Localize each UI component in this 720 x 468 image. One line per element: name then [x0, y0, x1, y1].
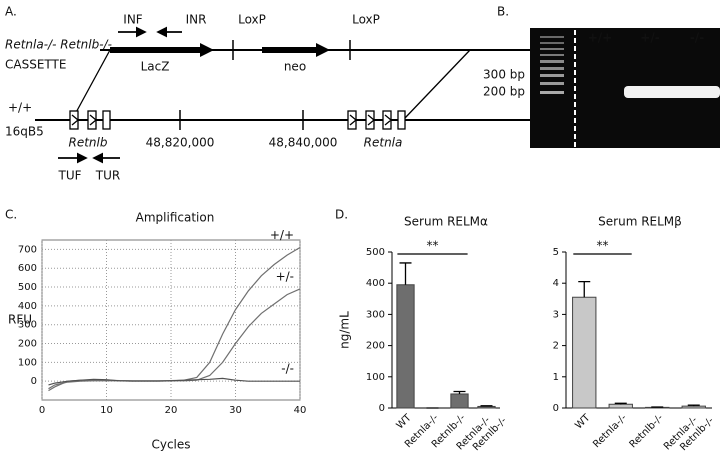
amplification-curve: [48, 288, 301, 390]
x-tick-label: 10: [100, 405, 113, 416]
y-tick-label: 500: [18, 282, 37, 293]
y-axis-label: RFU: [8, 313, 32, 327]
loxp-label: LoxP: [352, 13, 380, 27]
y-tick-label: 100: [18, 357, 37, 368]
x-tick-label: WT: [395, 412, 415, 432]
panel-label: D.: [335, 208, 348, 222]
amplification-curve: [48, 377, 300, 386]
amplification-curve: [48, 246, 301, 392]
y-tick-label: 400: [18, 301, 37, 312]
gene-label: Retnla: [364, 136, 403, 150]
primer-label: INF: [123, 13, 143, 27]
marker-label: 200 bp: [483, 85, 525, 99]
coord-label: 48,840,000: [269, 136, 338, 150]
significance-label: **: [427, 239, 439, 253]
panel-a: A. Retnla-/- Retnlb-/- CASSETTE LacZ neo…: [5, 5, 535, 183]
marker-label: 300 bp: [483, 68, 525, 82]
bar: [681, 405, 706, 409]
genotype-label: Retnla-/- Retnlb-/-: [5, 38, 112, 52]
x-tick-label: Retnlb-/-: [628, 412, 666, 450]
chart-title: Serum RELMβ: [598, 215, 682, 229]
lacz-arrow: [110, 43, 214, 57]
loxp-label: LoxP: [238, 13, 266, 27]
x-tick-label: 40: [294, 405, 307, 416]
x-tick-label: Retnla-/-: [591, 412, 629, 450]
error-bar: [687, 404, 700, 407]
y-tick-label: 200: [366, 341, 385, 352]
bar: [477, 405, 496, 409]
panel-label: C.: [5, 208, 17, 222]
y-tick-label: 300: [18, 320, 37, 331]
primer-label: INR: [186, 13, 207, 27]
y-tick-label: 500: [366, 247, 385, 258]
error-bar: [453, 390, 466, 394]
y-tick-label: 0: [553, 403, 559, 414]
y-tick-label: 2: [553, 341, 559, 352]
chart-title: Serum RELMα: [404, 215, 488, 229]
series-label: +/+: [270, 228, 294, 242]
x-axis-label: Cycles: [151, 438, 190, 452]
panel-label: B.: [497, 5, 509, 19]
bar: [450, 393, 469, 409]
ladder: [540, 36, 564, 94]
y-tick-label: 700: [18, 244, 37, 255]
y-tick-label: 200: [18, 339, 37, 350]
primer-label: TUR: [95, 169, 120, 183]
error-bar: [399, 262, 412, 285]
recombination-line: [72, 49, 111, 119]
y-tick-label: 4: [553, 278, 559, 289]
y-axis-label: ng/mL: [338, 311, 352, 349]
error-bar: [578, 280, 591, 298]
x-tick-label: Retnla-/- Retnlb-/-: [662, 407, 716, 461]
y-tick-label: 100: [366, 372, 385, 383]
lacz-label: LacZ: [141, 60, 170, 74]
chart-title: Amplification: [136, 211, 215, 225]
neo-arrow: [262, 43, 330, 57]
lane-label: -/-: [690, 31, 704, 45]
locus-label: 16qB5: [5, 125, 44, 139]
recombination-line: [404, 49, 471, 119]
error-bar: [614, 402, 627, 405]
series-label: +/-: [276, 269, 294, 283]
wildtype-label: +/+: [8, 101, 32, 115]
gene-label: Retnlb: [69, 136, 108, 150]
y-tick-label: 600: [18, 263, 37, 274]
cassette-label: CASSETTE: [5, 58, 66, 72]
y-tick-label: 400: [366, 278, 385, 289]
x-tick-label: WT: [573, 412, 593, 432]
neo-label: neo: [284, 60, 306, 74]
x-tick-label: Retnla-/- Retnlb-/-: [455, 407, 509, 461]
y-tick-label: 5: [553, 247, 559, 258]
y-tick-label: 1: [553, 372, 559, 383]
lane-label: +/+: [588, 31, 613, 45]
x-tick-label: 30: [229, 405, 242, 416]
gel-band: [624, 86, 680, 98]
bar: [572, 296, 597, 409]
panel-label: A.: [5, 5, 17, 19]
y-tick-label: 0: [31, 376, 37, 387]
gel-band: [670, 86, 720, 98]
y-tick-label: 3: [553, 309, 559, 320]
primer-label: TUF: [57, 169, 81, 183]
lane-label: +/-: [640, 31, 659, 45]
y-tick-label: 300: [366, 309, 385, 320]
bar: [396, 284, 415, 409]
panel-b: B. +/+ +/- -/- 300 bp 200 bp: [483, 5, 720, 148]
x-tick-label: 0: [39, 405, 45, 416]
bar: [608, 403, 633, 409]
coord-label: 48,820,000: [146, 136, 215, 150]
x-tick-label: 20: [165, 405, 178, 416]
exons: [69, 110, 406, 130]
significance-label: **: [597, 239, 609, 253]
y-tick-label: 0: [379, 403, 385, 414]
error-bar: [480, 405, 493, 407]
series-label: -/-: [281, 362, 294, 376]
